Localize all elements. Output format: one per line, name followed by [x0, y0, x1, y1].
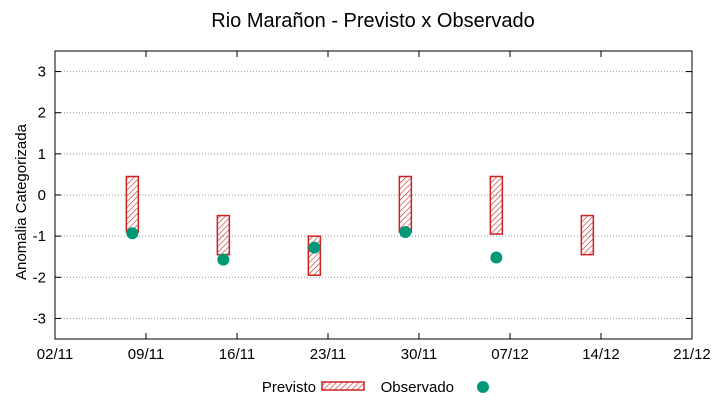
y-axis-ticks: -3 -2 -1 0 1 2 3 — [33, 64, 692, 327]
y-tick-label: -2 — [33, 269, 46, 286]
y-tick-label: -3 — [33, 310, 46, 327]
observado-point — [399, 226, 412, 239]
y-tick-label: 1 — [38, 146, 46, 163]
x-tick-label: 02/11 — [37, 346, 73, 363]
previsto-bar — [125, 175, 140, 233]
x-tick-label: 21/12 — [673, 346, 711, 363]
y-tick-label: 3 — [38, 64, 46, 81]
observado-point — [490, 251, 503, 264]
x-tick-label: 16/11 — [219, 346, 255, 363]
grid-lines — [55, 71, 692, 319]
y-tick-label: -1 — [33, 228, 46, 245]
y-tick-label: 2 — [38, 105, 46, 122]
legend-swatch-observado — [477, 381, 489, 393]
observado-point — [217, 253, 230, 266]
x-tick-label: 09/11 — [128, 346, 164, 363]
y-tick-label: 0 — [38, 187, 46, 204]
previsto-bar — [216, 214, 231, 256]
observado-series — [126, 226, 503, 266]
y-axis-label: Anomalia Categorizada — [13, 123, 30, 280]
observado-point — [308, 241, 321, 254]
legend-label-previsto: Previsto — [262, 379, 316, 396]
legend: Previsto Observado — [262, 379, 489, 396]
x-tick-label: 14/12 — [582, 346, 620, 363]
x-tick-label: 07/12 — [491, 346, 529, 363]
previsto-bar — [398, 175, 413, 233]
observado-point — [126, 227, 139, 240]
previsto-bar — [489, 175, 504, 235]
previsto-series — [125, 175, 595, 276]
chart-title: Rio Marañon - Previsto x Observado — [211, 10, 534, 32]
x-tick-label: 23/11 — [310, 346, 346, 363]
previsto-bar — [580, 214, 595, 256]
legend-label-observado: Observado — [381, 379, 454, 396]
x-tick-label: 30/11 — [401, 346, 437, 363]
legend-swatch-previsto — [321, 381, 365, 391]
plot-frame — [54, 50, 693, 340]
